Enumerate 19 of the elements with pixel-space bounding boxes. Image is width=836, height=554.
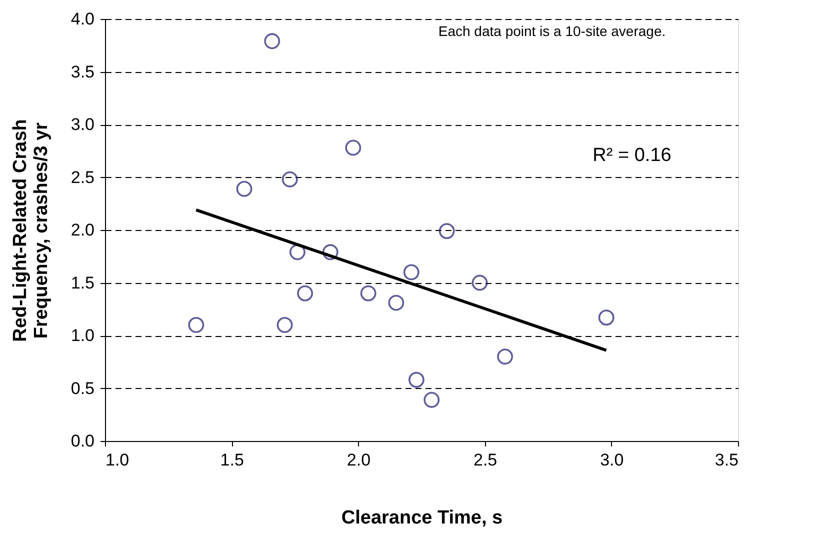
x-tick-label: 3.5 bbox=[714, 450, 738, 470]
annotation: Each data point is a 10-site average. bbox=[438, 23, 666, 39]
y-tick-label: 1.0 bbox=[70, 326, 94, 345]
y-tick-label: 1.5 bbox=[70, 273, 94, 292]
y-tick-label: 0.0 bbox=[70, 432, 94, 450]
y-tick-label: 2.0 bbox=[70, 220, 94, 240]
y-tick-label: 0.5 bbox=[70, 378, 94, 398]
y-tick-label: 4.0 bbox=[70, 10, 94, 28]
y-axis-title: Red-Light-Related Crash Frequency, crashes/3 yr bbox=[10, 119, 52, 342]
y-tick-label: 2.5 bbox=[70, 168, 94, 187]
y-tick-label: 3.5 bbox=[70, 62, 94, 82]
x-axis-title: Clearance Time, s bbox=[341, 508, 503, 528]
x-tick-label: 1.5 bbox=[220, 450, 244, 470]
y-tick-label: 3.0 bbox=[70, 115, 94, 134]
x-tick-label: 3.0 bbox=[600, 450, 624, 470]
annotation: R² = 0.16 bbox=[592, 145, 672, 166]
x-tick-label: 2.0 bbox=[346, 450, 371, 470]
x-tick-label: 1.0 bbox=[106, 450, 130, 470]
x-tick-label: 2.5 bbox=[473, 450, 498, 470]
